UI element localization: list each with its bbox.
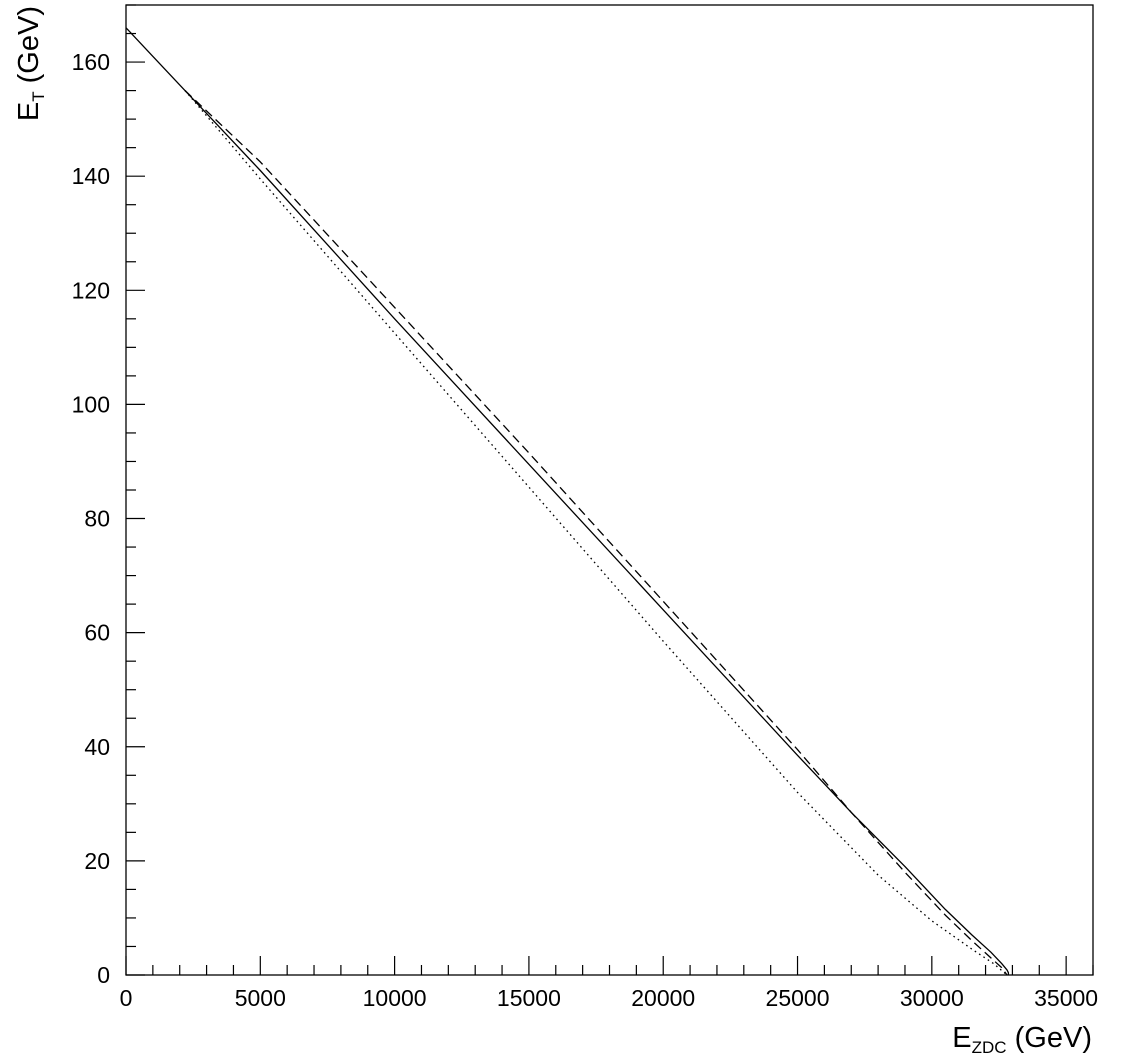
x-tick-label: 30000 — [900, 985, 964, 1011]
series-line-solid — [125, 27, 1010, 975]
y-axis-title-main: E — [13, 102, 45, 121]
x-tick-label: 10000 — [363, 985, 427, 1011]
x-tick-label: 25000 — [766, 985, 830, 1011]
series-line-dashed — [184, 90, 1008, 976]
y-tick-label: 100 — [72, 391, 110, 417]
x-axis-title-sub: ZDC — [972, 1038, 1007, 1057]
y-axis-title: ET (GeV) — [13, 6, 48, 121]
plot-frame — [125, 4, 1094, 976]
series-line-dotted — [184, 90, 1008, 976]
y-tick-label: 0 — [97, 962, 110, 988]
x-tick-label: 15000 — [497, 985, 561, 1011]
x-axis-title: EZDC (GeV) — [952, 1022, 1092, 1057]
y-axis-title-unit: (GeV) — [13, 6, 45, 91]
x-tick-label: 5000 — [235, 985, 286, 1011]
axis-ticks — [125, 4, 1094, 976]
x-axis-title-main: E — [952, 1022, 971, 1054]
y-tick-label: 80 — [84, 506, 110, 532]
x-tick-label: 35000 — [1034, 985, 1098, 1011]
y-tick-label: 160 — [72, 49, 110, 75]
x-axis-title-unit: (GeV) — [1007, 1022, 1092, 1054]
x-tick-label: 0 — [120, 985, 133, 1011]
y-tick-labels: 0 20 40 60 80 100 120 140 160 — [72, 49, 110, 988]
y-tick-label: 120 — [72, 277, 110, 303]
y-tick-label: 20 — [84, 848, 110, 874]
y-axis-title-sub: T — [29, 91, 48, 101]
y-tick-label: 60 — [84, 620, 110, 646]
series-group — [125, 27, 1010, 976]
x-tick-labels: 0 5000 10000 15000 20000 25000 30000 35000 — [120, 985, 1099, 1011]
y-tick-label: 40 — [84, 734, 110, 760]
y-tick-label: 140 — [72, 163, 110, 189]
x-tick-label: 20000 — [631, 985, 695, 1011]
